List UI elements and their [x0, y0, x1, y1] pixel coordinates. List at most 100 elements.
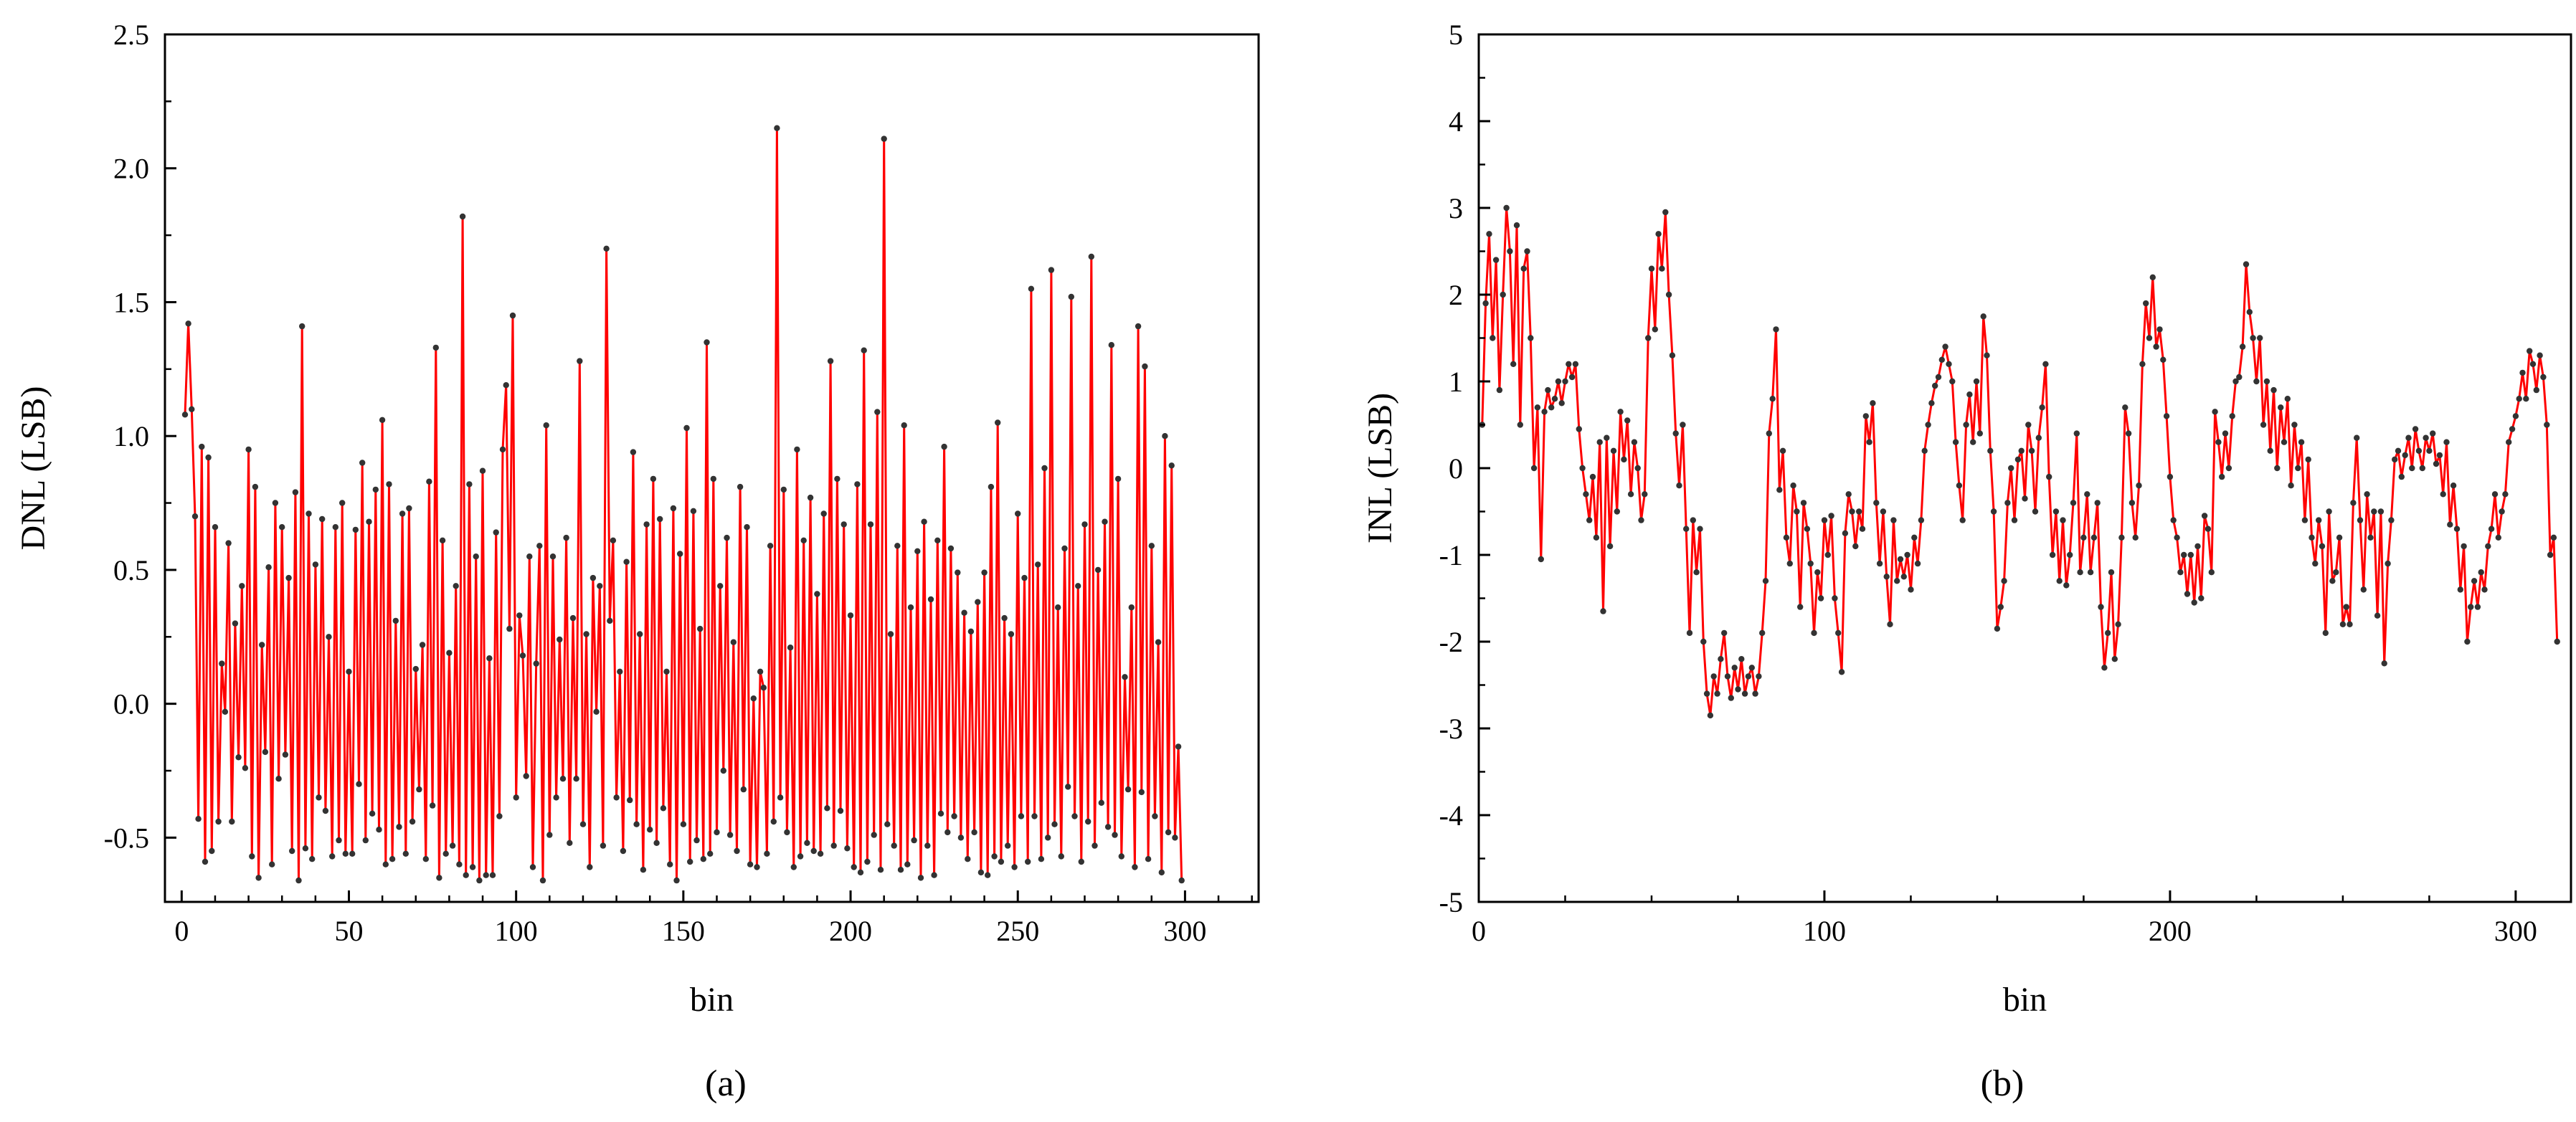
- data-point: [426, 478, 432, 485]
- data-point: [479, 467, 486, 474]
- data-point: [1490, 335, 1496, 341]
- data-point: [2160, 356, 2167, 363]
- data-point: [1001, 614, 1008, 622]
- data-point: [2008, 465, 2014, 472]
- data-point: [2471, 578, 2478, 584]
- data-point: [2056, 578, 2063, 584]
- data-point: [1976, 430, 1983, 437]
- data-point: [2343, 604, 2349, 610]
- data-point: [1665, 291, 1672, 298]
- data-point: [2291, 422, 2298, 428]
- data-point: [212, 524, 219, 531]
- data-point: [526, 553, 533, 560]
- data-point: [2312, 560, 2319, 567]
- data-point: [1058, 853, 1065, 860]
- data-point: [907, 604, 914, 611]
- data-point: [1517, 422, 1523, 428]
- data-point: [1928, 400, 1935, 407]
- data-point: [466, 481, 473, 488]
- data-point: [503, 382, 509, 389]
- data-point: [2011, 517, 2018, 523]
- data-point: [2402, 452, 2408, 459]
- data-point: [486, 655, 493, 662]
- data-point: [1794, 508, 1800, 515]
- x-tick-label: 0: [1472, 915, 1486, 947]
- data-point: [1748, 665, 1755, 671]
- data-point: [877, 867, 884, 873]
- data-point: [2415, 447, 2423, 454]
- data-point: [603, 245, 610, 252]
- data-point: [837, 807, 844, 814]
- y-tick-label: 0: [1449, 452, 1463, 485]
- data-point: [1572, 361, 1579, 367]
- x-tick-label: 0: [174, 915, 189, 947]
- data-point: [904, 861, 911, 867]
- data-point: [1604, 434, 1610, 441]
- data-point: [2263, 378, 2270, 385]
- data-point: [1035, 561, 1041, 568]
- data-point: [1092, 842, 1098, 849]
- data-point: [597, 583, 603, 589]
- data-point: [921, 518, 927, 525]
- data-point: [2122, 404, 2128, 411]
- data-point: [947, 545, 955, 552]
- data-point: [2087, 569, 2094, 576]
- data-point: [874, 409, 881, 415]
- data-point: [704, 339, 710, 346]
- data-point: [416, 786, 422, 793]
- data-point: [1655, 231, 1662, 237]
- data-point: [1142, 363, 1148, 370]
- data-point: [469, 864, 476, 870]
- x-tick-label: 100: [1803, 915, 1846, 947]
- data-point: [1852, 543, 1859, 550]
- x-tick-label: 200: [2149, 915, 2192, 947]
- data-point: [1887, 621, 1893, 627]
- data-point: [1662, 209, 1669, 216]
- data-point: [205, 454, 212, 461]
- data-point: [637, 631, 643, 637]
- data-point: [342, 850, 349, 857]
- x-tick-label: 300: [1163, 915, 1206, 947]
- data-point: [2527, 348, 2533, 354]
- data-point: [754, 864, 760, 870]
- data-point: [1683, 526, 1690, 532]
- data-point: [2502, 491, 2509, 498]
- y-tick-label: 2: [1449, 279, 1463, 311]
- data-point: [181, 412, 189, 418]
- data-point: [1859, 526, 1866, 532]
- data-point: [1845, 491, 1852, 498]
- data-point: [1538, 556, 1544, 563]
- data-point: [2243, 261, 2250, 267]
- data-point: [2246, 309, 2253, 315]
- data-point: [259, 642, 265, 648]
- data-point: [814, 591, 820, 597]
- data-point: [219, 660, 225, 667]
- data-point: [199, 443, 205, 450]
- data-point: [1075, 583, 1081, 589]
- data-point: [1148, 543, 1155, 549]
- data-point: [493, 529, 499, 536]
- data-point: [2239, 343, 2246, 350]
- data-point: [1135, 323, 1142, 330]
- data-point: [2236, 374, 2243, 381]
- data-point: [1773, 326, 1779, 333]
- data-point: [553, 794, 559, 801]
- data-point: [529, 864, 536, 870]
- data-point: [567, 840, 573, 847]
- data-point: [2219, 473, 2225, 480]
- data-point: [2174, 534, 2180, 541]
- data-point: [2319, 543, 2326, 550]
- data-point: [2481, 586, 2488, 593]
- data-point: [1835, 629, 1842, 637]
- data-point: [456, 861, 463, 867]
- y-tick-label: 0.0: [113, 688, 149, 721]
- data-point: [864, 858, 871, 865]
- data-point: [506, 625, 513, 632]
- data-point: [734, 847, 740, 855]
- data-point: [2163, 413, 2170, 419]
- data-point: [1617, 409, 1624, 415]
- x-tick-label: 200: [829, 915, 872, 947]
- data-point: [2288, 482, 2294, 489]
- data-point: [1530, 465, 1538, 472]
- data-point: [2395, 447, 2402, 454]
